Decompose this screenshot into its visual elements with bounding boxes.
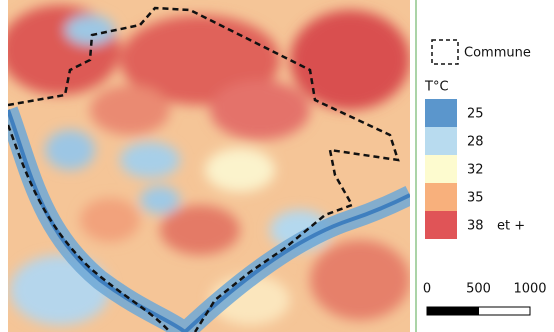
legend-swatch [425, 99, 457, 127]
commune-label: Commune [464, 46, 531, 61]
legend-label: 32 [467, 163, 484, 178]
legend-label: 25 [467, 107, 484, 122]
legend-label: 35 [467, 191, 484, 206]
legend-label: 38 [467, 219, 484, 234]
legend-label: 28 [467, 135, 484, 150]
legend-suffix: et + [497, 219, 525, 234]
scale-label: 1000 [513, 282, 546, 297]
scale-segment [479, 307, 531, 315]
legend-swatch [425, 155, 457, 183]
heat-map [0, 0, 410, 332]
unit-label: T°C [424, 80, 449, 95]
scale-label: 500 [466, 282, 491, 297]
legend-swatch [425, 211, 457, 239]
legend: 25 28 32 35 38 et + [425, 99, 525, 239]
map-page: Commune T°C 25 28 32 35 38 et + 0 500 1000 [0, 0, 554, 332]
scale-segment [427, 307, 479, 315]
scale-bar: 0 500 1000 [423, 282, 547, 316]
scale-label: 0 [423, 282, 431, 297]
legend-swatch [425, 183, 457, 211]
commune-symbol [432, 40, 458, 64]
legend-swatch [425, 127, 457, 155]
